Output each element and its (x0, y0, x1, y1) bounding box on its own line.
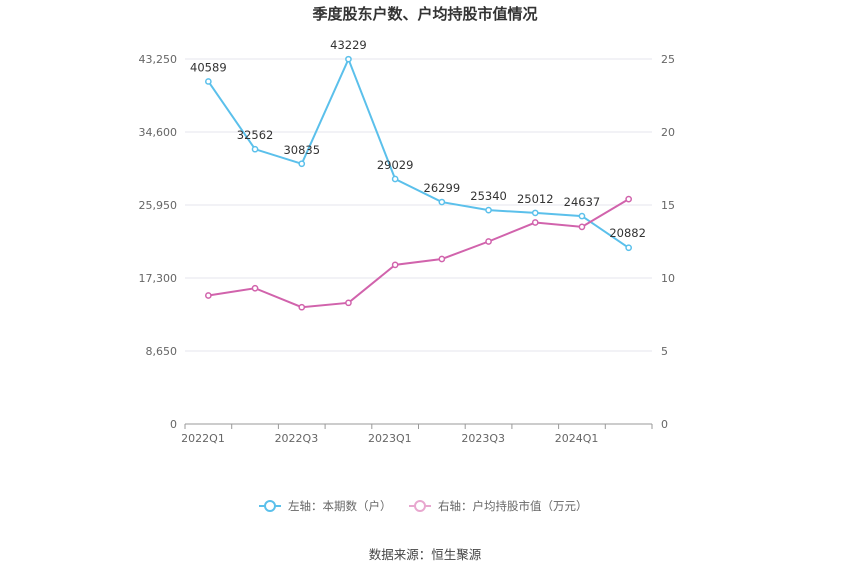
data-point-right (578, 223, 586, 231)
legend[interactable]: 左轴：本期数（户） 右轴：户均持股市值（万元） (259, 499, 588, 513)
legend-right-marker (414, 500, 426, 512)
x-tick-label: 2023Q1 (368, 432, 412, 445)
data-point-left (578, 212, 586, 220)
left-tick-label: 8,650 (146, 345, 178, 358)
data-label: 25012 (517, 192, 554, 206)
data-point-right (205, 292, 212, 299)
data-point-right (485, 238, 492, 245)
left-tick-label: 43,250 (139, 53, 178, 66)
data-point-right (531, 219, 539, 226)
x-tick-label: 2022Q1 (181, 432, 225, 445)
left-axis: 0 8,650 17,300 25,950 34,600 43,250 (139, 53, 178, 431)
data-point-left (438, 198, 446, 206)
right-tick-label: 5 (661, 345, 668, 358)
legend-item-left[interactable]: 左轴：本期数（户） (259, 499, 392, 513)
data-point-left (391, 175, 399, 183)
left-tick-label: 34,600 (139, 126, 178, 139)
legend-left-marker (264, 500, 276, 512)
data-point-left (251, 145, 259, 153)
left-tick-label: 25,950 (139, 199, 178, 212)
x-tick-label: 2023Q3 (461, 432, 505, 445)
grid (185, 58, 652, 425)
data-label: 30835 (283, 143, 320, 157)
right-tick-label: 20 (661, 126, 675, 139)
left-tick-label: 17,300 (139, 272, 178, 285)
x-tick-label: 2024Q1 (555, 432, 599, 445)
data-label: 25340 (470, 189, 507, 203)
x-axis: 2022Q1 2022Q3 2023Q1 2023Q3 2024Q1 (181, 424, 653, 445)
legend-left-label: 左轴：本期数（户） (288, 499, 392, 513)
chart-title: 季度股东户数、户均持股市值情况 (312, 5, 537, 23)
data-point-left (298, 160, 306, 168)
right-tick-label: 0 (661, 418, 668, 431)
data-label: 20882 (609, 226, 646, 240)
data-label: 24637 (564, 195, 601, 209)
data-point-right (345, 299, 352, 307)
data-point-left (485, 206, 492, 214)
data-point-left (345, 55, 352, 63)
data-point-right (438, 255, 446, 263)
data-point-right (298, 303, 306, 311)
legend-item-right[interactable]: 右轴：户均持股市值（万元） (409, 499, 588, 513)
legend-right-label: 右轴：户均持股市值（万元） (438, 499, 588, 513)
data-label: 40589 (190, 60, 227, 74)
data-labels: 40589 32562 30835 43229 29029 26299 25340 25012… (190, 38, 646, 240)
data-point-right (391, 261, 399, 269)
data-point-left (625, 244, 633, 252)
source-note: 数据来源：恒生聚源 (369, 547, 482, 562)
data-label: 43229 (330, 38, 367, 52)
data-point-left (205, 78, 212, 85)
left-tick-label: 0 (170, 418, 177, 431)
right-axis: 0 5 10 15 20 25 (661, 53, 675, 431)
right-tick-label: 25 (661, 53, 675, 66)
series-group (205, 55, 633, 311)
data-point-left (531, 209, 539, 217)
series-line-right (208, 198, 630, 309)
data-label: 29029 (377, 158, 414, 172)
data-label: 26299 (424, 181, 461, 195)
data-point-right (251, 284, 259, 292)
right-tick-label: 10 (661, 272, 675, 285)
x-tick-label: 2022Q3 (275, 432, 319, 445)
data-label: 32562 (237, 128, 274, 142)
right-tick-label: 15 (661, 199, 675, 212)
data-point-right (625, 195, 633, 203)
series-line-left (207, 56, 630, 249)
